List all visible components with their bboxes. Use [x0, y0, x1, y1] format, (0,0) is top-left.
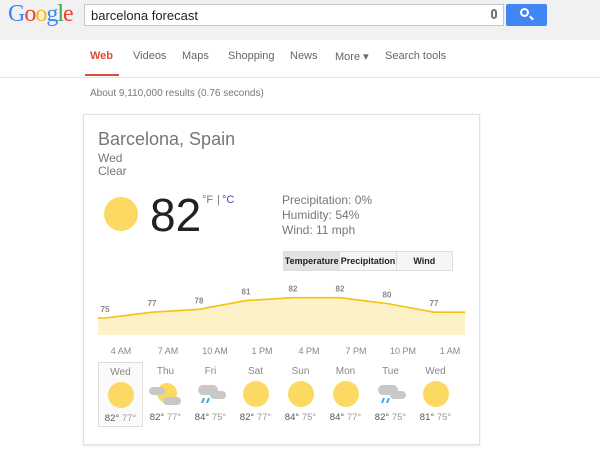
hour-label: 1 AM [439, 346, 461, 356]
low-temp: 75° [391, 412, 407, 423]
forecast-day[interactable]: Sat 82° 77° [233, 362, 278, 427]
hour-label: 7 AM [157, 346, 179, 356]
low-temp: 75° [436, 412, 452, 423]
result-stats: About 9,110,000 results (0.76 seconds) [90, 88, 264, 99]
hour-label: 4 AM [110, 346, 132, 356]
temperature-area [98, 297, 465, 335]
unit-separator: | [217, 194, 220, 206]
temperature-line [98, 296, 465, 319]
day-name: Fri [204, 366, 217, 377]
temp-label: 78 [195, 296, 204, 305]
day-name: Wed [425, 366, 446, 377]
tab-wind[interactable]: Wind [396, 252, 452, 270]
weather-card [83, 114, 480, 445]
low-temp: 77° [121, 413, 137, 424]
forecast-day[interactable]: Wed 82° 77° [98, 362, 143, 427]
sun-icon [332, 381, 359, 407]
active-tab-indicator [85, 74, 119, 76]
tab-temperature[interactable]: Temperature [284, 252, 341, 270]
forecast-day[interactable]: Mon 84° 77° [323, 362, 368, 427]
day-name: Wed [110, 367, 131, 378]
celsius-link[interactable]: °C [222, 194, 235, 206]
day-name: Thu [156, 366, 175, 377]
nav-maps[interactable]: Maps [182, 50, 209, 62]
low-temp: 77° [166, 412, 182, 423]
forecast-day[interactable]: Wed 81° 75° [413, 362, 458, 427]
day-name: Sat [247, 366, 263, 377]
precipitation: Precipitation: 0% [282, 193, 373, 207]
microphone-icon[interactable] [491, 9, 497, 19]
search-button[interactable] [506, 4, 547, 26]
day-name: Tue [382, 366, 399, 377]
sun-icon [242, 381, 269, 407]
divider [0, 77, 600, 78]
hour-label: 10 PM [389, 346, 416, 356]
sun-icon [422, 381, 449, 407]
low-temp: 75° [301, 412, 317, 423]
temp-label: 80 [383, 291, 392, 300]
low-temp: 75° [211, 412, 227, 423]
fahrenheit-unit: °F [202, 194, 214, 206]
temp-label: 82 [289, 285, 298, 294]
chart-tabs: Temperature Precipitation Wind [283, 251, 453, 271]
forecast-day[interactable]: Thu 82° 77° [143, 362, 188, 427]
wind: Wind: 11 mph [282, 223, 356, 237]
high-temp: 82° [104, 413, 120, 424]
high-temp: 82° [239, 412, 255, 423]
hour-label: 1 PM [251, 346, 273, 356]
sun-icon [287, 381, 314, 407]
nav-videos[interactable]: Videos [133, 50, 167, 62]
high-temp: 82° [149, 412, 165, 423]
high-temp: 84° [194, 412, 210, 423]
forecast-day[interactable]: Sun 84° 75° [278, 362, 323, 427]
temp-label: 81 [242, 288, 251, 297]
temp-label: 77 [430, 299, 439, 308]
current-day: Wed [98, 151, 123, 165]
forecast-day[interactable]: Fri 84° 75° [188, 362, 233, 427]
humidity: Humidity: 54% [282, 208, 360, 222]
temp-label: 75 [101, 305, 110, 314]
hour-label: 4 PM [298, 346, 320, 356]
current-temp: 82 [150, 189, 202, 241]
day-name: Sun [291, 366, 310, 377]
high-temp: 82° [374, 412, 390, 423]
temp-label: 82 [336, 285, 345, 294]
search-query[interactable]: barcelona forecast [91, 8, 198, 23]
temp-label: 77 [148, 299, 157, 308]
condition: Clear [98, 164, 127, 178]
nav-more[interactable]: More ▾ [335, 51, 369, 63]
location: Barcelona, Spain [98, 129, 236, 149]
high-temp: 81° [419, 412, 435, 423]
low-temp: 77° [346, 412, 362, 423]
day-name: Mon [335, 366, 356, 377]
high-temp: 84° [329, 412, 345, 423]
hour-label: 7 PM [345, 346, 367, 356]
google-logo[interactable]: Google [8, 1, 74, 27]
nav-web[interactable]: Web [90, 50, 114, 62]
tab-precipitation[interactable]: Precipitation [340, 252, 397, 270]
low-temp: 77° [256, 412, 272, 423]
nav-search-tools[interactable]: Search tools [385, 50, 447, 62]
search-icon [520, 8, 529, 17]
sun-icon [107, 382, 134, 408]
hour-label: 10 AM [202, 346, 228, 356]
high-temp: 84° [284, 412, 300, 423]
search-input[interactable]: barcelona forecast [84, 4, 504, 26]
nav-news[interactable]: News [290, 50, 318, 62]
forecast-day[interactable]: Tue 82° 75° [368, 362, 413, 427]
sun-icon [104, 197, 138, 231]
nav-shopping[interactable]: Shopping [228, 50, 275, 62]
